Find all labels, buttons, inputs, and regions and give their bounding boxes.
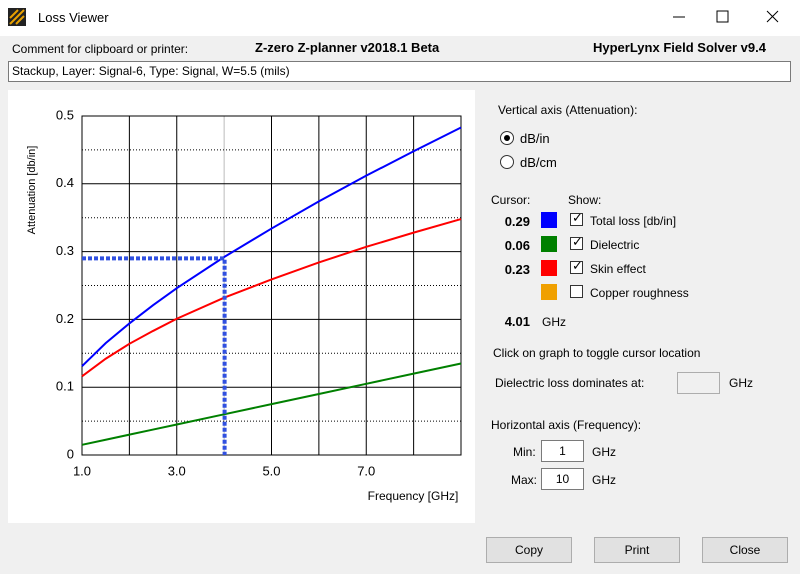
checkmark: ✓ [572, 258, 583, 273]
x-tick-label: 5.0 [262, 463, 280, 478]
cursor-hint: Click on graph to toggle cursor location [493, 346, 701, 360]
product-name: Z-zero Z-planner v2018.1 Beta [255, 40, 440, 55]
horizontal-axis-label: Horizontal axis (Frequency): [491, 418, 642, 432]
x-tick-label: 1.0 [73, 463, 91, 478]
cursor-label: Cursor: [491, 193, 531, 207]
max-label: Max: [511, 473, 538, 487]
dominates-label: Dielectric loss dominates at: [495, 376, 645, 390]
checkbox[interactable] [570, 261, 583, 274]
legend-label: Skin effect [590, 262, 646, 276]
cursor-value: 0.29 [504, 214, 530, 229]
legend-swatch [541, 212, 557, 228]
y-tick-label: 0 [67, 446, 74, 461]
app-icon [8, 8, 26, 26]
legend-swatch [541, 260, 557, 276]
legend-label: Total loss [db/in] [590, 214, 677, 228]
min-unit: GHz [592, 445, 616, 459]
legend-swatch [541, 284, 557, 300]
min-input[interactable]: 1 [541, 440, 584, 462]
y-tick-label: 0.2 [56, 311, 74, 326]
max-unit: GHz [592, 473, 616, 487]
radio-label: dB/in [520, 131, 550, 146]
window-controls[interactable] [660, 0, 800, 36]
x-axis-label: Frequency [GHz] [368, 489, 459, 503]
close-button[interactable]: Close [702, 537, 788, 563]
plot-frame [81, 115, 462, 456]
cursor-frequency: 4.01 [504, 314, 530, 329]
legend-swatch [541, 236, 557, 252]
series-line [81, 126, 462, 367]
y-tick-label: 0.5 [56, 107, 74, 122]
title-bar [0, 0, 800, 36]
window-title: Loss Viewer [38, 10, 109, 25]
print-button[interactable]: Print [594, 537, 680, 563]
comment-input[interactable]: Stackup, Layer: Signal-6, Type: Signal, … [8, 61, 791, 82]
legend-label: Dielectric [590, 238, 640, 252]
checkmark: ✓ [572, 234, 583, 249]
x-tick-label: 3.0 [168, 463, 186, 478]
max-input[interactable]: 10 [541, 468, 584, 490]
y-tick-label: 0.1 [56, 379, 74, 394]
y-tick-label: 0.3 [56, 243, 74, 258]
show-label: Show: [568, 193, 602, 207]
radio-dot [504, 135, 510, 141]
y-axis-label: Attenuation [db/in] [26, 146, 38, 235]
cursor-value: 0.23 [504, 262, 530, 277]
checkbox[interactable] [570, 213, 583, 226]
dominates-unit: GHz [729, 376, 753, 390]
checkbox[interactable] [570, 237, 583, 250]
chart[interactable]: Frequency [GHz] Attenuation [db/in] 1.0 3… [8, 90, 475, 523]
y-tick-label: 0.4 [56, 175, 74, 190]
checkmark: ✓ [572, 210, 583, 225]
cursor-value: 0.06 [504, 238, 530, 253]
checkbox[interactable] [570, 285, 583, 298]
radio-button[interactable] [500, 155, 514, 169]
min-label: Min: [513, 445, 536, 459]
vertical-axis-label: Vertical axis (Attenuation): [498, 103, 638, 117]
copy-button[interactable]: Copy [486, 537, 572, 563]
series-line [81, 362, 462, 446]
cursor-unit: GHz [542, 315, 566, 329]
cursor-line [82, 256, 227, 455]
solver-name: HyperLynx Field Solver v9.4 [593, 40, 766, 55]
comment-label: Comment for clipboard or printer: [12, 42, 189, 56]
dominates-field [677, 372, 720, 394]
radio-label: dB/cm [520, 155, 557, 170]
x-tick-label: 7.0 [357, 463, 375, 478]
legend-label: Copper roughness [590, 286, 689, 300]
